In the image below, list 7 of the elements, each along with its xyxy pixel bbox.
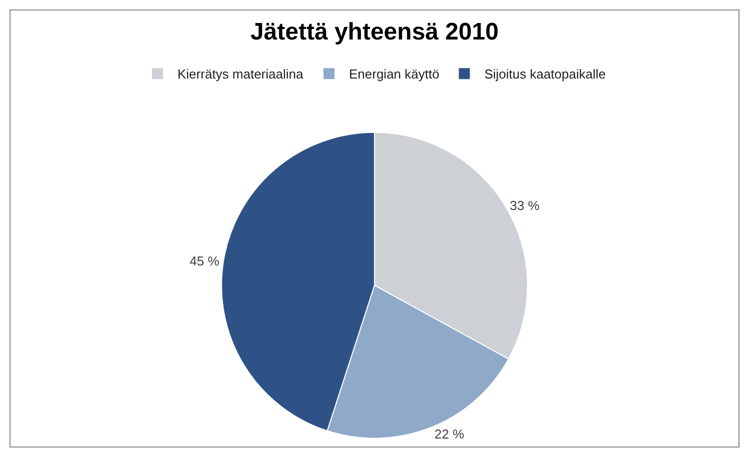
legend-label: Energian käyttö xyxy=(348,66,440,82)
chart-title: Jätettä yhteensä 2010 xyxy=(250,18,499,46)
data-label: 45 % xyxy=(190,254,220,269)
data-label: 22 % xyxy=(434,426,465,442)
legend-label: Kierrätys materiaalina xyxy=(178,66,304,82)
legend-label: Sijoitus kaatopaikalle xyxy=(484,66,606,82)
data-label: 33 % xyxy=(510,198,540,214)
